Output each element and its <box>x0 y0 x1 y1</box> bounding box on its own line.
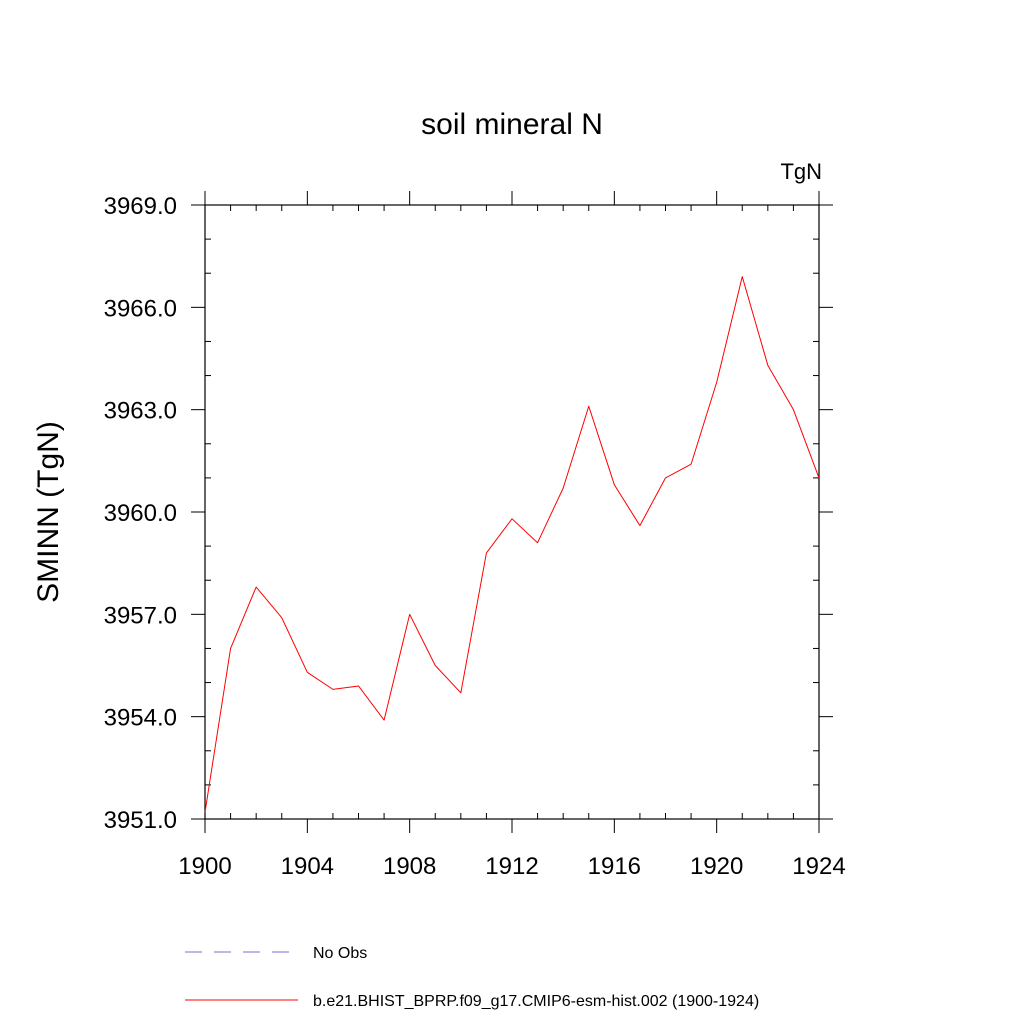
y-tick-label: 3951.0 <box>104 807 177 834</box>
y-tick-label: 3966.0 <box>104 295 177 322</box>
series-layer <box>204 276 820 813</box>
y-tick-labels: 3951.0 3954.0 3957.0 3960.0 3963.0 3966.0 3969… <box>104 193 177 834</box>
legend: No Obs b.e21.BHIST_BPRP.f09_g17.CMIP6-esm… <box>185 945 759 1010</box>
plot-frame <box>204 204 820 820</box>
x-tick-labels: 1900 1904 1908 1912 1916 1920 1924 <box>178 853 845 880</box>
x-tick-label: 1908 <box>383 853 436 880</box>
series-line <box>204 276 820 813</box>
x-tick-label: 1904 <box>281 853 334 880</box>
x-tick-label: 1916 <box>588 853 641 880</box>
y-tick-label: 3963.0 <box>104 398 177 425</box>
legend-label: No Obs <box>313 945 367 962</box>
y-tick-label: 3960.0 <box>104 500 177 527</box>
axis-ticks <box>191 191 833 833</box>
legend-label: b.e21.BHIST_BPRP.f09_g17.CMIP6-esm-hist.… <box>313 993 759 1010</box>
y-tick-label: 3969.0 <box>104 193 177 220</box>
x-tick-label: 1912 <box>485 853 538 880</box>
units-label: TgN <box>780 159 822 184</box>
x-tick-label: 1924 <box>792 853 845 880</box>
y-tick-label: 3954.0 <box>104 705 177 732</box>
chart-title: soil mineral N <box>421 108 603 141</box>
x-tick-label: 1900 <box>178 853 231 880</box>
x-tick-label: 1920 <box>690 853 743 880</box>
y-axis-label: SMINN (TgN) <box>32 421 65 603</box>
y-tick-label: 3957.0 <box>104 602 177 629</box>
